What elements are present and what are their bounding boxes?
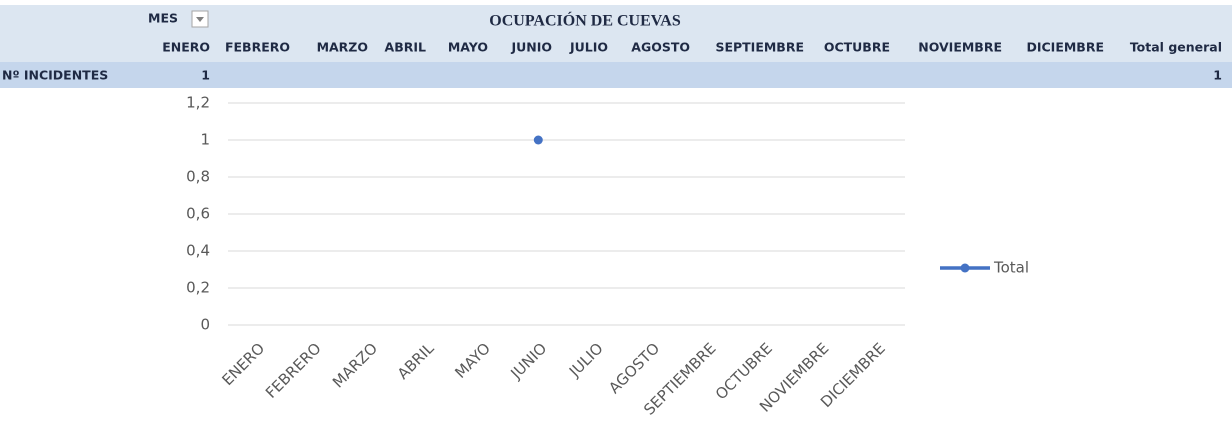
x-tick-label: ABRIL	[394, 339, 438, 383]
cell: 1	[1213, 68, 1222, 83]
column-header: FEBRERO	[225, 40, 290, 55]
y-tick-label: 0,8	[186, 168, 210, 186]
legend-marker	[960, 263, 970, 273]
legend-label: Total	[993, 259, 1029, 277]
y-tick-label: 0	[200, 316, 210, 334]
y-tick-label: 1	[200, 131, 210, 149]
y-tick-label: 0,4	[186, 242, 210, 260]
x-tick-label: MAYO	[451, 339, 494, 382]
y-tick-label: 0,6	[186, 205, 210, 223]
cell: 1	[201, 68, 210, 83]
filter-arrow	[196, 17, 204, 22]
column-header: AGOSTO	[631, 40, 690, 55]
column-header: NOVIEMBRE	[918, 40, 1002, 55]
y-tick-label: 0,2	[186, 279, 210, 297]
column-header: JULIO	[569, 40, 608, 55]
column-header: SEPTIEMBRE	[715, 40, 804, 55]
x-tick-label: AGOSTO	[605, 339, 663, 397]
x-tick-label: JUNIO	[507, 339, 551, 383]
column-header: DICIEMBRE	[1026, 40, 1104, 55]
row-label: Nº INCIDENTES	[2, 68, 108, 83]
column-header: ABRIL	[385, 40, 426, 55]
marker	[533, 135, 543, 145]
x-tick-label: FEBRERO	[262, 339, 325, 402]
column-header: ENERO	[162, 40, 210, 55]
x-tick-label: ENERO	[218, 339, 268, 389]
column-header: OCTUBRE	[824, 40, 890, 55]
filter-label: MES	[148, 11, 178, 26]
column-header: JUNIO	[510, 40, 552, 55]
x-tick-label: MARZO	[329, 339, 381, 391]
column-header: Total general	[1130, 40, 1222, 55]
x-tick-label: JULIO	[565, 339, 607, 381]
pivot-row-band	[0, 62, 1232, 88]
table-title: OCUPACIÓN DE CUEVAS	[489, 11, 681, 30]
column-header: MAYO	[448, 40, 488, 55]
column-header: MARZO	[317, 40, 368, 55]
y-tick-label: 1,2	[186, 94, 210, 112]
